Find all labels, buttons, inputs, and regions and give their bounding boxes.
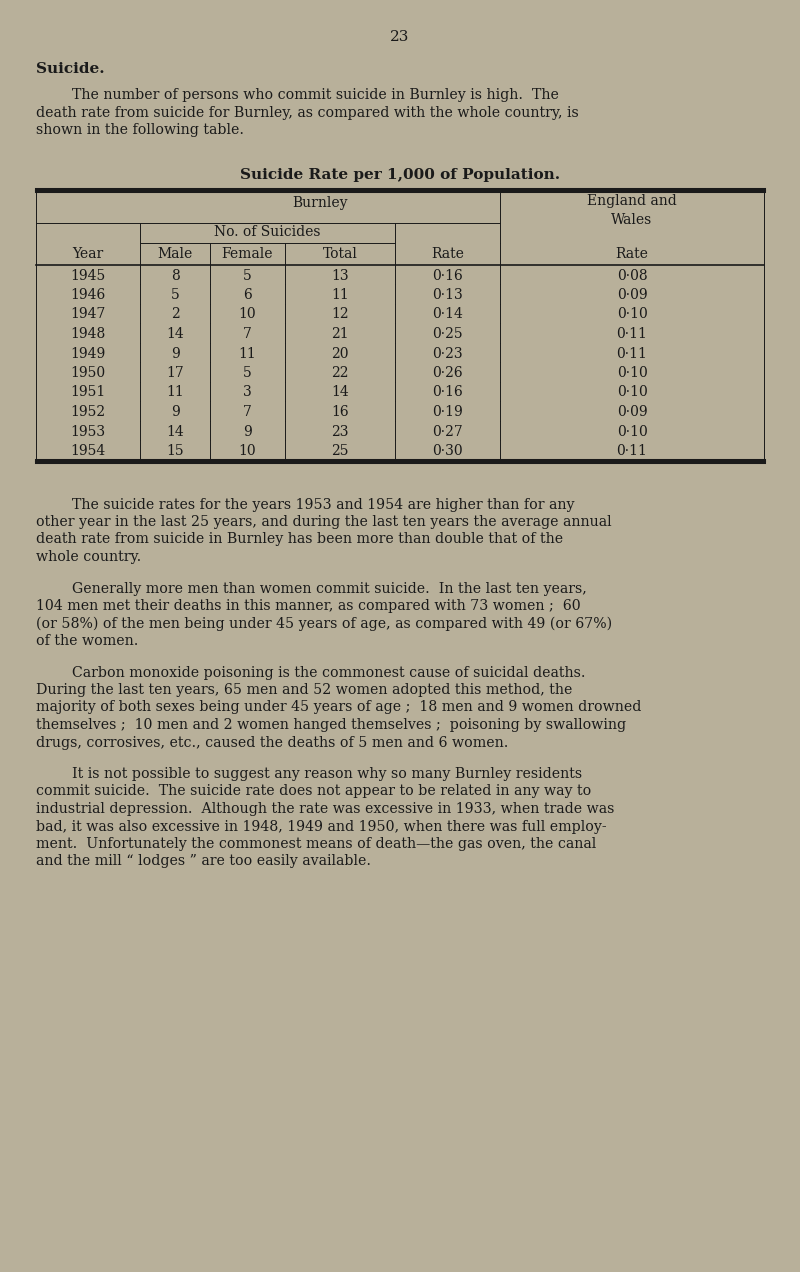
Text: 0·11: 0·11 xyxy=(617,327,647,341)
Text: 0·10: 0·10 xyxy=(617,385,647,399)
Text: 7: 7 xyxy=(243,327,252,341)
Text: Year: Year xyxy=(72,247,104,261)
Text: No. of Suicides: No. of Suicides xyxy=(214,225,321,239)
Text: industrial depression.  Although the rate was excessive in 1933, when trade was: industrial depression. Although the rate… xyxy=(36,803,614,817)
Text: 0·10: 0·10 xyxy=(617,366,647,380)
Text: 1954: 1954 xyxy=(70,444,106,458)
Text: death rate from suicide in Burnley has been more than double that of the: death rate from suicide in Burnley has b… xyxy=(36,533,563,547)
Text: 16: 16 xyxy=(331,404,349,418)
Text: 12: 12 xyxy=(331,308,349,322)
Text: 15: 15 xyxy=(166,444,184,458)
Text: and the mill “ lodges ” are too easily available.: and the mill “ lodges ” are too easily a… xyxy=(36,855,371,869)
Text: 104 men met their deaths in this manner, as compared with 73 women ;  60: 104 men met their deaths in this manner,… xyxy=(36,599,581,613)
Text: ment.  Unfortunately the commonest means of death—the gas oven, the canal: ment. Unfortunately the commonest means … xyxy=(36,837,596,851)
Text: 14: 14 xyxy=(166,327,184,341)
Text: 20: 20 xyxy=(331,346,349,360)
Text: 0·16: 0·16 xyxy=(432,268,463,282)
Text: Rate: Rate xyxy=(431,247,464,261)
Text: 14: 14 xyxy=(166,425,184,439)
Text: It is not possible to suggest any reason why so many Burnley residents: It is not possible to suggest any reason… xyxy=(36,767,582,781)
Text: 9: 9 xyxy=(170,346,179,360)
Text: other year in the last 25 years, and during the last ten years the average annua: other year in the last 25 years, and dur… xyxy=(36,515,612,529)
Text: themselves ;  10 men and 2 women hanged themselves ;  poisoning by swallowing: themselves ; 10 men and 2 women hanged t… xyxy=(36,717,626,731)
Text: 0·09: 0·09 xyxy=(617,404,647,418)
Text: 0·26: 0·26 xyxy=(432,366,463,380)
Text: Generally more men than women commit suicide.  In the last ten years,: Generally more men than women commit sui… xyxy=(36,581,586,595)
Text: 1953: 1953 xyxy=(70,425,106,439)
Text: 21: 21 xyxy=(331,327,349,341)
Text: 2: 2 xyxy=(170,308,179,322)
Text: 1948: 1948 xyxy=(70,327,106,341)
Text: 0·08: 0·08 xyxy=(617,268,647,282)
Text: 11: 11 xyxy=(331,287,349,301)
Text: 1952: 1952 xyxy=(70,404,106,418)
Text: Female: Female xyxy=(222,247,274,261)
Text: Rate: Rate xyxy=(615,247,649,261)
Text: bad, it was also excessive in 1948, 1949 and 1950, when there was full employ-: bad, it was also excessive in 1948, 1949… xyxy=(36,819,606,833)
Text: 23: 23 xyxy=(331,425,349,439)
Text: 10: 10 xyxy=(238,308,256,322)
Text: death rate from suicide for Burnley, as compared with the whole country, is: death rate from suicide for Burnley, as … xyxy=(36,106,578,120)
Text: Total: Total xyxy=(322,247,358,261)
Text: (or 58%) of the men being under 45 years of age, as compared with 49 (or 67%): (or 58%) of the men being under 45 years… xyxy=(36,617,612,631)
Text: 1945: 1945 xyxy=(70,268,106,282)
Text: 11: 11 xyxy=(238,346,256,360)
Text: 17: 17 xyxy=(166,366,184,380)
Text: 23: 23 xyxy=(390,31,410,45)
Text: 1949: 1949 xyxy=(70,346,106,360)
Text: 10: 10 xyxy=(238,444,256,458)
Text: 0·25: 0·25 xyxy=(432,327,463,341)
Text: 0·10: 0·10 xyxy=(617,425,647,439)
Text: The number of persons who commit suicide in Burnley is high.  The: The number of persons who commit suicide… xyxy=(36,88,559,102)
Text: 1950: 1950 xyxy=(70,366,106,380)
Text: 0·14: 0·14 xyxy=(432,308,463,322)
Text: whole country.: whole country. xyxy=(36,550,142,563)
Text: 8: 8 xyxy=(170,268,179,282)
Text: Burnley: Burnley xyxy=(292,196,348,210)
Text: 5: 5 xyxy=(243,268,252,282)
Text: majority of both sexes being under 45 years of age ;  18 men and 9 women drowned: majority of both sexes being under 45 ye… xyxy=(36,701,642,715)
Text: 13: 13 xyxy=(331,268,349,282)
Text: drugs, corrosives, etc., caused the deaths of 5 men and 6 women.: drugs, corrosives, etc., caused the deat… xyxy=(36,735,508,749)
Text: 0·30: 0·30 xyxy=(432,444,463,458)
Text: shown in the following table.: shown in the following table. xyxy=(36,123,244,137)
Text: Carbon monoxide poisoning is the commonest cause of suicidal deaths.: Carbon monoxide poisoning is the commone… xyxy=(36,665,586,679)
Text: 0·10: 0·10 xyxy=(617,308,647,322)
Text: 5: 5 xyxy=(170,287,179,301)
Text: 0·11: 0·11 xyxy=(617,444,647,458)
Text: 9: 9 xyxy=(170,404,179,418)
Text: 11: 11 xyxy=(166,385,184,399)
Text: 1946: 1946 xyxy=(70,287,106,301)
Text: 25: 25 xyxy=(331,444,349,458)
Text: 5: 5 xyxy=(243,366,252,380)
Text: During the last ten years, 65 men and 52 women adopted this method, the: During the last ten years, 65 men and 52… xyxy=(36,683,572,697)
Text: 0·13: 0·13 xyxy=(432,287,463,301)
Text: commit suicide.  The suicide rate does not appear to be related in any way to: commit suicide. The suicide rate does no… xyxy=(36,785,591,799)
Text: 1951: 1951 xyxy=(70,385,106,399)
Text: 9: 9 xyxy=(243,425,252,439)
Text: 0·16: 0·16 xyxy=(432,385,463,399)
Text: Suicide.: Suicide. xyxy=(36,62,105,76)
Text: England and
Wales: England and Wales xyxy=(587,195,677,226)
Text: 7: 7 xyxy=(243,404,252,418)
Text: 1947: 1947 xyxy=(70,308,106,322)
Text: 3: 3 xyxy=(243,385,252,399)
Text: 0·19: 0·19 xyxy=(432,404,463,418)
Text: of the women.: of the women. xyxy=(36,633,138,647)
Text: 0·23: 0·23 xyxy=(432,346,463,360)
Text: 0·09: 0·09 xyxy=(617,287,647,301)
Text: The suicide rates for the years 1953 and 1954 are higher than for any: The suicide rates for the years 1953 and… xyxy=(36,497,574,511)
Text: Male: Male xyxy=(158,247,193,261)
Text: Suicide Rate per 1,000 of Population.: Suicide Rate per 1,000 of Population. xyxy=(240,168,560,182)
Text: 0·11: 0·11 xyxy=(617,346,647,360)
Text: 14: 14 xyxy=(331,385,349,399)
Text: 0·27: 0·27 xyxy=(432,425,463,439)
Text: 6: 6 xyxy=(243,287,252,301)
Text: 22: 22 xyxy=(331,366,349,380)
